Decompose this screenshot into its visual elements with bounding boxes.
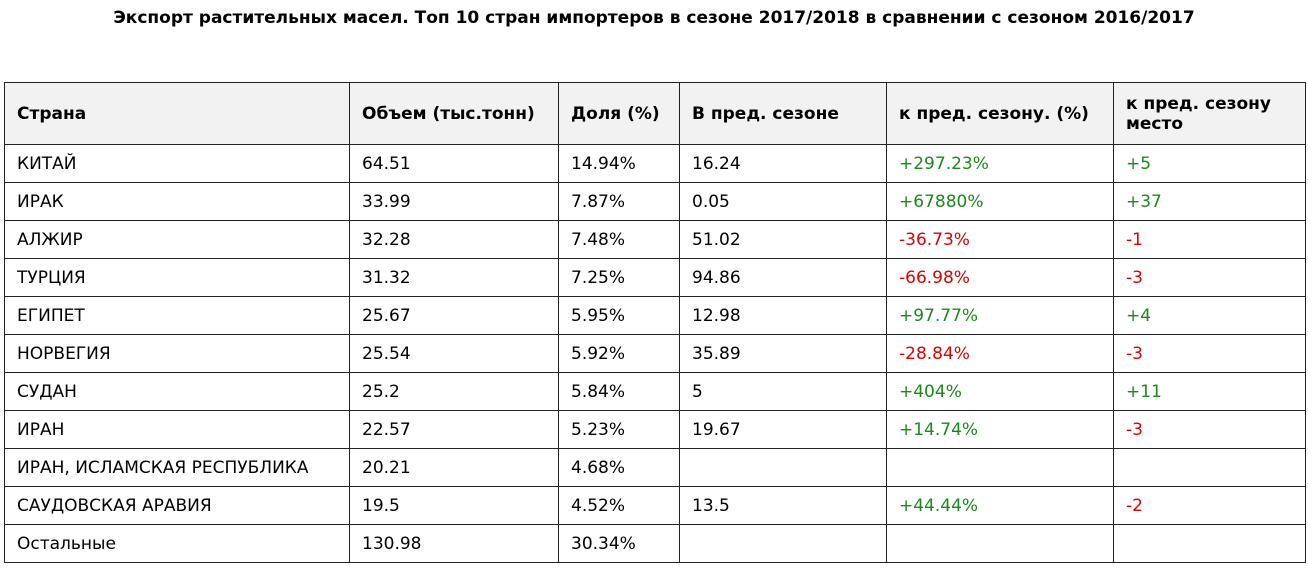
table-cell: +404% [886,372,1114,411]
table-cell: КИТАЙ [4,144,350,183]
column-header: Объем (тыс.тонн) [349,82,559,145]
table-cell: 33.99 [349,182,559,221]
table-cell: СУДАН [4,372,350,411]
column-header: Страна [4,82,350,145]
table-row: ИРАН, ИСЛАМСКАЯ РЕСПУБЛИКА 20.21 4.68% [4,448,1306,487]
table-row: САУДОВСКАЯ АРАВИЯ 19.5 4.52% 13.5 +44.44% -2 [4,486,1306,525]
table-cell: ИРАН [4,410,350,449]
empty-cell [679,448,887,487]
table-cell: 7.48% [558,220,680,259]
table-cell: -28.84% [886,334,1114,373]
column-header: В пред. сезоне [679,82,887,145]
data-table: Страна Объем (тыс.тонн) Доля (%) В пред. се… [4,82,1306,563]
table-cell: 5.84% [558,372,680,411]
table-cell: 25.67 [349,296,559,335]
table-cell: +5 [1113,144,1306,183]
table-cell: 22.57 [349,410,559,449]
table-cell: 4.52% [558,486,680,525]
table-row: ЕГИПЕТ 25.67 5.95% 12.98 +97.77% +4 [4,296,1306,335]
table-cell: -1 [1113,220,1306,259]
table-cell: 5.23% [558,410,680,449]
table-row: ИРАН 22.57 5.23% 19.67 +14.74% -3 [4,410,1306,449]
table-cell: +97.77% [886,296,1114,335]
table-cell: +4 [1113,296,1306,335]
column-header: к пред. сезону место [1113,82,1306,145]
table-cell: +11 [1113,372,1306,411]
column-header: к пред. сезону. (%) [886,82,1114,145]
table-row: КИТАЙ 64.51 14.94% 16.24 +297.23% +5 [4,144,1306,183]
table-cell: -36.73% [886,220,1114,259]
table-cell: 7.87% [558,182,680,221]
table-row: СУДАН 25.2 5.84% 5 +404% +11 [4,372,1306,411]
table-cell: 130.98 [349,524,559,563]
table-cell: 14.94% [558,144,680,183]
table-cell: ЕГИПЕТ [4,296,350,335]
table-cell: ТУРЦИЯ [4,258,350,297]
table-cell: 32.28 [349,220,559,259]
table-cell: 5 [679,372,887,411]
table-cell: 0.05 [679,182,887,221]
table-row: ТУРЦИЯ 31.32 7.25% 94.86 -66.98% -3 [4,258,1306,297]
table-cell: -66.98% [886,258,1114,297]
table-body: КИТАЙ 64.51 14.94% 16.24 +297.23% +5 ИРАК 33.99… [4,144,1306,563]
table-cell: 19.5 [349,486,559,525]
empty-cell [886,448,1114,487]
table-cell: 7.25% [558,258,680,297]
table-cell: АЛЖИР [4,220,350,259]
table-cell: +37 [1113,182,1306,221]
table-cell: -2 [1113,486,1306,525]
table-cell: 25.2 [349,372,559,411]
table-cell: НОРВЕГИЯ [4,334,350,373]
empty-cell [679,524,887,563]
empty-cell [886,524,1114,563]
table-row: Остальные 130.98 30.34% [4,524,1306,563]
table-cell: 94.86 [679,258,887,297]
table-cell: 25.54 [349,334,559,373]
table-cell: 4.68% [558,448,680,487]
table-cell: +44.44% [886,486,1114,525]
table-cell: +67880% [886,182,1114,221]
table-cell: 35.89 [679,334,887,373]
empty-cell [1113,448,1306,487]
table-cell: Остальные [4,524,350,563]
table-cell: 31.32 [349,258,559,297]
table-cell: -3 [1113,410,1306,449]
table-cell: +14.74% [886,410,1114,449]
header-row: Страна Объем (тыс.тонн) Доля (%) В пред. се… [4,82,1306,145]
table-cell: 5.95% [558,296,680,335]
table-cell: ИРАК [4,182,350,221]
table-cell: 13.5 [679,486,887,525]
table-cell: 19.67 [679,410,887,449]
table-cell: 5.92% [558,334,680,373]
table-row: НОРВЕГИЯ 25.54 5.92% 35.89 -28.84% -3 [4,334,1306,373]
table-cell: +297.23% [886,144,1114,183]
column-header: Доля (%) [558,82,680,145]
table-cell: 30.34% [558,524,680,563]
table-cell: -3 [1113,258,1306,297]
page-title: Экспорт растительных масел. Топ 10 стран… [113,8,1195,28]
table-cell: САУДОВСКАЯ АРАВИЯ [4,486,350,525]
table-row: АЛЖИР 32.28 7.48% 51.02 -36.73% -1 [4,220,1306,259]
table-cell: 20.21 [349,448,559,487]
table-cell: 64.51 [349,144,559,183]
table-row: ИРАК 33.99 7.87% 0.05 +67880% +37 [4,182,1306,221]
table-cell: 16.24 [679,144,887,183]
table-cell: -3 [1113,334,1306,373]
table-cell: 51.02 [679,220,887,259]
empty-cell [1113,524,1306,563]
table-cell: 12.98 [679,296,887,335]
table-cell: ИРАН, ИСЛАМСКАЯ РЕСПУБЛИКА [4,448,350,487]
